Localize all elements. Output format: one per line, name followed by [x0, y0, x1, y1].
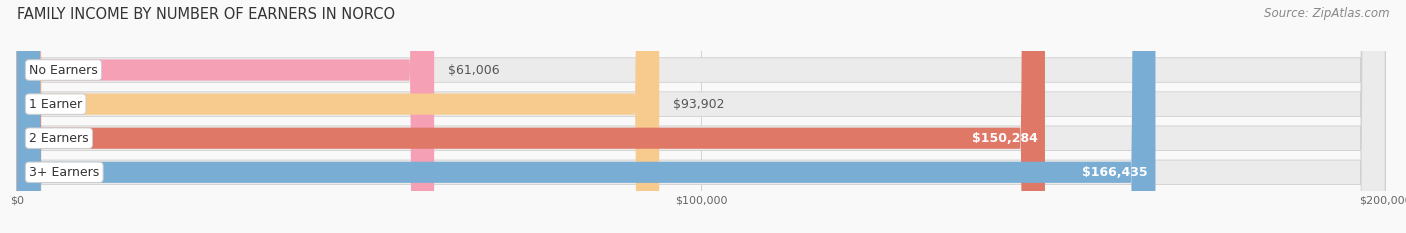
FancyBboxPatch shape: [17, 0, 1156, 233]
FancyBboxPatch shape: [17, 0, 1385, 233]
FancyBboxPatch shape: [17, 0, 1385, 233]
Text: $61,006: $61,006: [449, 64, 499, 76]
Text: $166,435: $166,435: [1083, 166, 1149, 179]
Text: 1 Earner: 1 Earner: [30, 98, 82, 111]
FancyBboxPatch shape: [17, 0, 1045, 233]
FancyBboxPatch shape: [17, 0, 434, 233]
Text: Source: ZipAtlas.com: Source: ZipAtlas.com: [1264, 7, 1389, 20]
Text: 3+ Earners: 3+ Earners: [30, 166, 100, 179]
FancyBboxPatch shape: [17, 0, 659, 233]
Text: No Earners: No Earners: [30, 64, 98, 76]
Text: $150,284: $150,284: [972, 132, 1038, 145]
FancyBboxPatch shape: [17, 0, 1385, 233]
Text: $93,902: $93,902: [673, 98, 724, 111]
FancyBboxPatch shape: [17, 0, 1385, 233]
Text: 2 Earners: 2 Earners: [30, 132, 89, 145]
Text: FAMILY INCOME BY NUMBER OF EARNERS IN NORCO: FAMILY INCOME BY NUMBER OF EARNERS IN NO…: [17, 7, 395, 22]
